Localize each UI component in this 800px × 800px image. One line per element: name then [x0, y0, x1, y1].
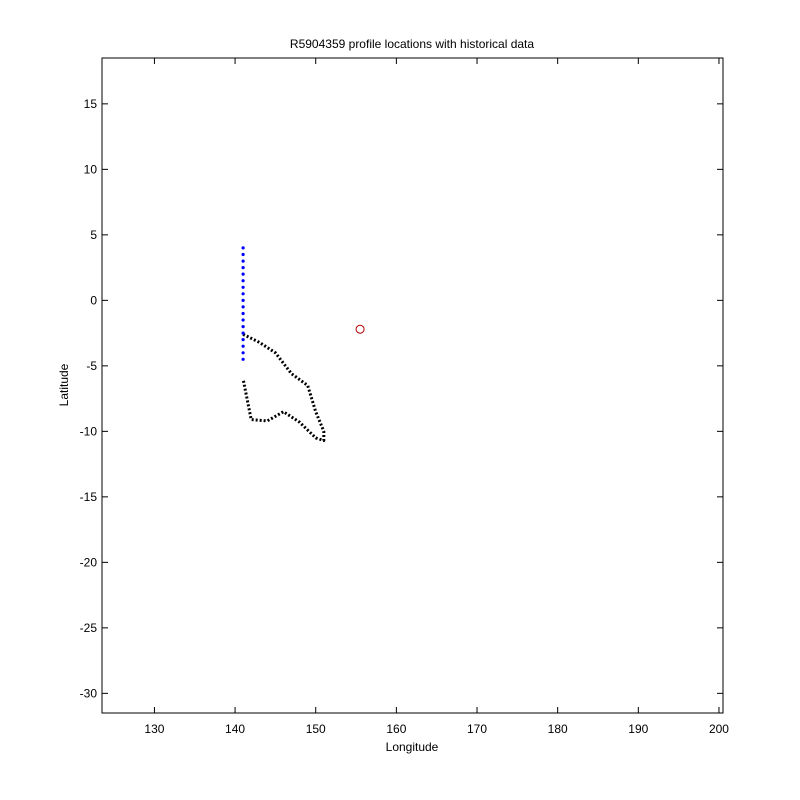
- y-tick-label: -30: [80, 686, 98, 700]
- historical-point: [241, 259, 245, 263]
- plot-frame: [101, 57, 724, 714]
- historical-point: [241, 266, 245, 270]
- historical-point: [241, 279, 245, 283]
- x-tick-label: 200: [709, 722, 729, 736]
- y-tick-label: 15: [84, 97, 98, 111]
- coastline-0: [241, 333, 326, 442]
- historical-point: [241, 252, 245, 257]
- historical-point: [241, 351, 245, 355]
- coastline-layer: [241, 333, 326, 442]
- historical-point: [241, 338, 245, 342]
- x-tick-label: 140: [225, 722, 245, 736]
- x-axis-ticks: 130 140 150 160 170 180 190 200: [144, 58, 729, 736]
- x-tick-label: 150: [306, 722, 326, 736]
- historical-point: [241, 311, 245, 316]
- x-axis-label: Longitude: [386, 740, 439, 754]
- x-tick-label: 190: [628, 722, 648, 736]
- historical-point: [241, 318, 245, 322]
- y-tick-label: -5: [86, 359, 97, 373]
- historical-point: [241, 285, 245, 289]
- y-tick-label: -15: [80, 490, 98, 504]
- x-tick-label: 130: [144, 722, 164, 736]
- historical-point: [241, 325, 245, 329]
- historical-point: [241, 292, 245, 296]
- historical-point: [241, 272, 245, 276]
- historical-point: [241, 246, 245, 250]
- historical-data-layer: [241, 246, 245, 361]
- x-tick-label: 170: [467, 722, 487, 736]
- historical-point: [241, 344, 245, 348]
- y-tick-label: -25: [80, 621, 98, 635]
- y-tick-label: -10: [80, 424, 98, 438]
- historical-point: [241, 305, 245, 309]
- y-tick-label: 5: [90, 228, 97, 242]
- y-tick-label: 0: [90, 293, 97, 307]
- y-axis-ticks: 15 10 5 0 -5 -10 -15 -20 -25 -30: [80, 97, 723, 700]
- x-tick-label: 180: [548, 722, 568, 736]
- x-tick-label: 160: [386, 722, 406, 736]
- y-tick-label: -20: [80, 555, 98, 569]
- historical-point: [241, 357, 245, 361]
- chart-title: R5904359 profile locations with historic…: [290, 37, 534, 51]
- historical-point: [241, 298, 245, 302]
- profile-marker: [355, 324, 365, 334]
- historical-point: [241, 331, 245, 335]
- y-axis-label: Latitude: [57, 363, 71, 406]
- y-tick-label: 10: [84, 162, 98, 176]
- float-profile-layer: [355, 324, 365, 334]
